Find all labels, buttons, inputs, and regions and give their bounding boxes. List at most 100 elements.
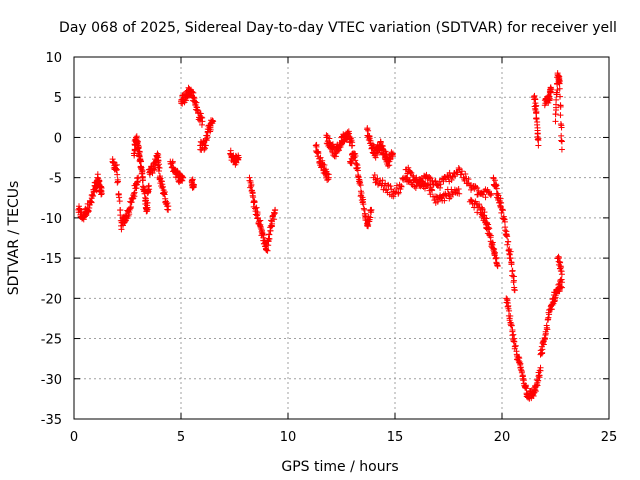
x-tick-label: 10 xyxy=(280,430,297,445)
data-point xyxy=(271,216,278,223)
data-point xyxy=(118,226,125,233)
x-axis-title: GPS time / hours xyxy=(281,459,398,475)
data-point xyxy=(364,125,371,132)
data-point xyxy=(474,184,481,191)
data-point xyxy=(501,218,508,225)
data-point xyxy=(518,368,525,375)
data-point xyxy=(371,172,378,179)
data-point xyxy=(533,115,540,122)
data-point xyxy=(548,86,555,93)
data-point xyxy=(506,307,513,314)
data-point xyxy=(323,132,330,139)
y-tick-label: -35 xyxy=(41,413,62,428)
data-point xyxy=(114,178,121,185)
data-point xyxy=(502,227,509,234)
data-point xyxy=(545,314,552,321)
data-point xyxy=(156,164,163,171)
data-point xyxy=(416,177,423,184)
data-point xyxy=(210,118,217,125)
data-point xyxy=(260,232,267,239)
data-point xyxy=(114,179,121,186)
data-point xyxy=(159,181,166,188)
data-point xyxy=(553,91,560,98)
data-point xyxy=(542,330,549,337)
data-point xyxy=(431,197,438,204)
data-point xyxy=(539,346,546,353)
data-point xyxy=(509,326,516,333)
data-point xyxy=(488,190,495,197)
data-point xyxy=(492,249,499,256)
data-point xyxy=(191,95,198,102)
data-point xyxy=(343,136,350,143)
data-point xyxy=(558,264,565,271)
data-point xyxy=(180,98,187,105)
data-point xyxy=(429,187,436,194)
data-point xyxy=(269,220,276,227)
data-point xyxy=(324,170,331,177)
data-point xyxy=(493,185,500,192)
data-point xyxy=(134,138,141,145)
data-point xyxy=(389,150,396,157)
data-point xyxy=(481,212,488,219)
data-point xyxy=(507,255,514,262)
data-point xyxy=(165,206,172,213)
data-point xyxy=(117,207,124,214)
data-point xyxy=(313,141,320,148)
data-point xyxy=(131,152,138,159)
data-point xyxy=(437,184,444,191)
data-point xyxy=(249,190,256,197)
data-point xyxy=(251,199,258,206)
data-point xyxy=(169,158,176,165)
data-point xyxy=(235,154,242,161)
data-point xyxy=(558,279,565,286)
data-point xyxy=(113,167,120,174)
data-point xyxy=(426,174,433,181)
data-point xyxy=(408,170,415,177)
data-point xyxy=(558,146,565,153)
data-point xyxy=(424,181,431,188)
data-point xyxy=(520,377,527,384)
data-point xyxy=(558,138,565,145)
data-point xyxy=(558,122,565,129)
data-point xyxy=(493,254,500,261)
data-point xyxy=(534,118,541,125)
data-point xyxy=(534,377,541,384)
data-point xyxy=(530,392,537,399)
chart-title: Day 068 of 2025, Sidereal Day-to-day VTE… xyxy=(59,20,617,36)
data-point xyxy=(264,247,271,254)
data-point xyxy=(366,218,373,225)
data-point xyxy=(405,178,412,185)
data-point xyxy=(127,204,134,211)
data-point xyxy=(456,190,463,197)
data-point xyxy=(474,209,481,216)
x-tick-label: 25 xyxy=(601,430,618,445)
data-point xyxy=(204,134,211,141)
data-point xyxy=(155,167,162,174)
data-point xyxy=(248,181,255,188)
y-tick-label: -25 xyxy=(41,333,62,348)
data-point xyxy=(482,194,489,201)
data-point xyxy=(462,171,469,178)
data-point xyxy=(409,172,416,179)
data-point xyxy=(499,207,506,214)
data-point xyxy=(486,225,493,232)
data-point xyxy=(189,89,196,96)
x-tick-label: 0 xyxy=(70,430,78,445)
data-point xyxy=(271,211,278,218)
data-point xyxy=(534,136,541,143)
data-point xyxy=(144,200,151,207)
data-point xyxy=(508,322,515,329)
data-point xyxy=(555,72,562,79)
data-point xyxy=(315,148,322,155)
data-point xyxy=(533,102,540,109)
data-point xyxy=(358,190,365,197)
data-point xyxy=(317,154,324,161)
data-point xyxy=(426,181,433,188)
data-point xyxy=(199,118,206,125)
data-point xyxy=(253,204,260,211)
data-point xyxy=(507,312,514,319)
data-point xyxy=(139,177,146,184)
data-point xyxy=(387,155,394,162)
y-tick-label: -15 xyxy=(41,252,62,267)
data-point xyxy=(552,118,559,125)
